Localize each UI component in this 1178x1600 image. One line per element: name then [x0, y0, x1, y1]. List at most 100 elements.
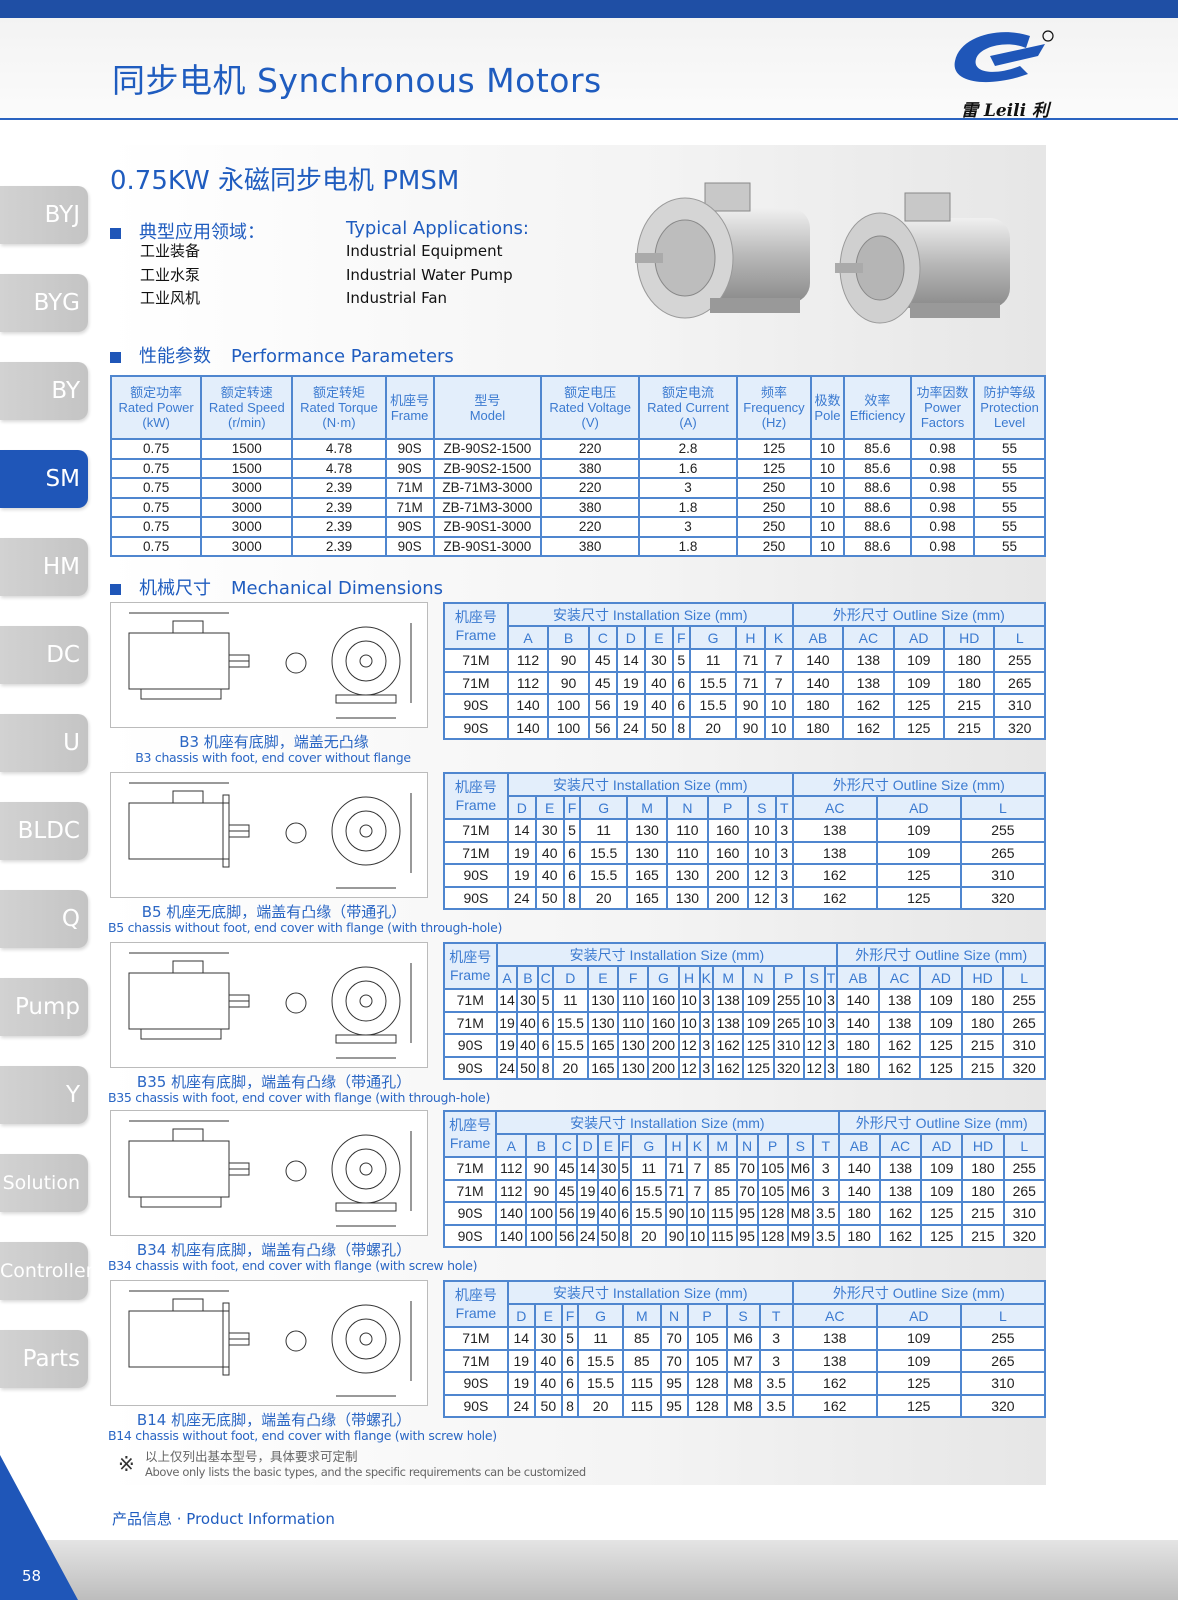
table-cell: 71M: [443, 988, 498, 1013]
product-title: 0.75KW 永磁同步电机 PMSM: [110, 166, 460, 196]
table-cell: 138: [712, 1010, 745, 1035]
table-cell: 90: [525, 1156, 558, 1181]
table-cell: 55: [973, 535, 1046, 557]
footnote: ※ 以上仅列出基本型号，具体要求可定制 Above only lists the…: [118, 1446, 586, 1479]
column-header: D: [506, 1303, 536, 1328]
column-header: AD: [892, 625, 946, 650]
column-header: F: [617, 965, 650, 990]
table-cell: 165: [625, 863, 669, 888]
table-cell: 3: [638, 477, 738, 499]
table-cell: 50: [533, 1393, 563, 1418]
column-header: G: [577, 1303, 625, 1328]
table-cell: 90S: [384, 438, 435, 460]
column-header: D: [576, 1133, 600, 1158]
column-header: E: [586, 965, 620, 990]
header-line: (kW): [142, 415, 170, 430]
outline-size-header: 外形尺寸 Outline Size (mm): [837, 1110, 1047, 1135]
table-cell: 90S: [384, 516, 435, 538]
sidebar-tab-y[interactable]: Y: [0, 1066, 88, 1124]
sidebar-tab-u[interactable]: U: [0, 714, 88, 772]
table-cell: 8: [617, 1223, 633, 1248]
sidebar-tab-byj[interactable]: BYJ: [0, 186, 88, 244]
column-header: P: [686, 1303, 728, 1328]
sidebar-tab-byg[interactable]: BYG: [0, 274, 88, 332]
table-cell: 3: [758, 1326, 794, 1351]
sidebar-tab-parts[interactable]: Parts: [0, 1330, 88, 1388]
frame-header: 机座号 Frame: [443, 1280, 509, 1328]
table-cell: ZB-90S2-1500: [432, 438, 543, 460]
table-cell: 215: [960, 1033, 1005, 1058]
table-cell: 255: [959, 1326, 1047, 1351]
table-cell: 2.39: [291, 496, 387, 518]
dimension-drawing: [110, 1110, 428, 1236]
sidebar-tab-q[interactable]: Q: [0, 890, 88, 948]
table-cell: 20: [630, 1223, 668, 1248]
table-cell: M7: [725, 1348, 761, 1373]
sidebar-tab-by[interactable]: BY: [0, 362, 88, 420]
sidebar-tab-sm[interactable]: SM: [0, 450, 88, 508]
frame-label-en: Frame: [449, 1135, 491, 1151]
sidebar-tab-dc[interactable]: DC: [0, 626, 88, 684]
table-cell: 71M: [443, 1348, 509, 1373]
table-cell: 88.6: [842, 496, 912, 518]
table-cell: 14: [615, 648, 646, 673]
column-header: F: [562, 795, 582, 820]
table-cell: 24: [576, 1223, 600, 1248]
sidebar-tab-controller[interactable]: Controller: [0, 1242, 93, 1300]
table-row: 90S 24 50 8 20 165 130 200 12 3 162 125 320 12 3 180 162…: [443, 1055, 1046, 1080]
table-column-header-row: D E F G M N P S T AC AD L: [444, 1303, 1047, 1328]
installation-size-header: 安装尺寸 Installation Size (mm): [506, 1280, 794, 1305]
sidebar-tab-solution[interactable]: Solution: [0, 1154, 88, 1212]
table-cell: 265: [1002, 1010, 1046, 1035]
table-row: 71M 19 40 6 15.5 85 70 105 M7 3 138 109 265: [443, 1348, 1047, 1373]
column-header: H: [677, 965, 701, 990]
table-cell: 15.5: [579, 863, 628, 888]
table-cell: 160: [647, 1010, 680, 1035]
column-header: D: [506, 795, 537, 820]
table-cell: 90S: [443, 693, 509, 718]
header-line: 额定转矩: [312, 385, 365, 400]
dimension-drawing: [110, 942, 428, 1068]
table-cell: 320: [993, 715, 1046, 740]
column-header: G: [647, 965, 680, 990]
sidebar-tab-hm[interactable]: HM: [0, 538, 88, 596]
header-line: (r/min): [227, 415, 266, 430]
table-cell: 90S: [384, 535, 435, 557]
header-line: 防护等级: [983, 385, 1036, 400]
table-cell: 320: [772, 1055, 805, 1080]
table-cell: 200: [706, 863, 749, 888]
table-cell: 3: [774, 863, 794, 888]
table-cell: 130: [586, 988, 620, 1013]
column-header: C: [537, 965, 554, 990]
table-cell: 310: [959, 1371, 1047, 1396]
table-cell: 115: [706, 1223, 738, 1248]
column-header: A: [506, 625, 550, 650]
table-cell: 125: [735, 438, 813, 460]
column-header: S: [746, 795, 777, 820]
table-cell: 138: [878, 1178, 923, 1203]
table-cell: 70: [659, 1326, 689, 1351]
frame-label-cn: 机座号: [454, 1287, 497, 1303]
table-cell: 320: [959, 1393, 1047, 1418]
installation-size-header: 安装尺寸 Installation Size (mm): [506, 602, 794, 627]
table-cell: 140: [791, 670, 845, 695]
table-cell: 138: [877, 988, 922, 1013]
table-cell: 165: [586, 1055, 620, 1080]
column-header: E: [643, 625, 674, 650]
table-row: 71M 14 30 5 11 130 110 160 10 3 138 109 255: [443, 818, 1047, 843]
sidebar-tab-pump[interactable]: Pump: [0, 978, 88, 1036]
header-line: (A): [679, 415, 697, 430]
table-cell: 130: [666, 863, 709, 888]
sidebar-tab-bldc[interactable]: BLDC: [0, 802, 88, 860]
drawing-caption-en: B35 chassis with foot, end cover with fl…: [108, 1090, 491, 1105]
column-header: N: [659, 1303, 689, 1328]
table-cell: 138: [791, 1348, 878, 1373]
table-cell: 0.75: [109, 477, 203, 499]
table-cell: 255: [959, 818, 1047, 843]
table-cell: 10: [763, 715, 794, 740]
table-cell: 125: [920, 1223, 964, 1248]
column-header: 频率 Frequency (Hz): [735, 375, 813, 440]
column-header: AD: [875, 795, 962, 820]
table-cell: 19: [615, 670, 646, 695]
table-column-header-row: A B C D E F G H K M N P S T AB AC AD HD L: [444, 1133, 1047, 1158]
